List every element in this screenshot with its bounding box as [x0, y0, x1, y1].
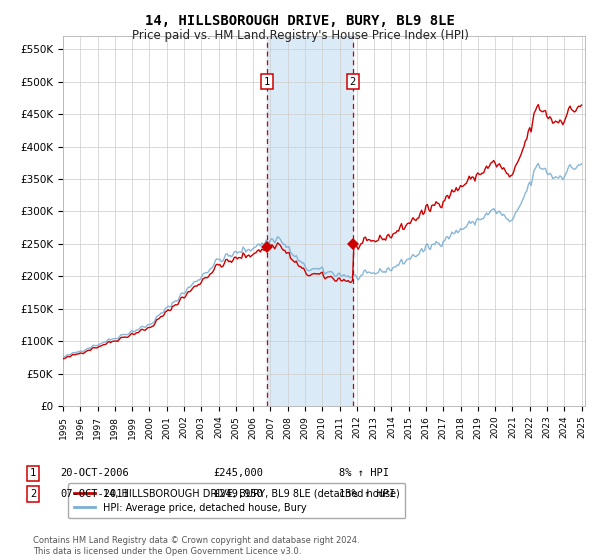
Text: 07-OCT-2011: 07-OCT-2011	[60, 489, 129, 499]
Text: 20-OCT-2006: 20-OCT-2006	[60, 468, 129, 478]
Text: 13% ↑ HPI: 13% ↑ HPI	[339, 489, 395, 499]
Text: 8% ↑ HPI: 8% ↑ HPI	[339, 468, 389, 478]
Text: 1: 1	[30, 468, 36, 478]
Text: £249,950: £249,950	[213, 489, 263, 499]
Text: 1: 1	[263, 77, 270, 87]
Text: £245,000: £245,000	[213, 468, 263, 478]
Text: Price paid vs. HM Land Registry's House Price Index (HPI): Price paid vs. HM Land Registry's House …	[131, 29, 469, 42]
Text: 2: 2	[350, 77, 356, 87]
Text: Contains HM Land Registry data © Crown copyright and database right 2024.
This d: Contains HM Land Registry data © Crown c…	[33, 536, 359, 556]
Legend: 14, HILLSBOROUGH DRIVE, BURY, BL9 8LE (detached house), HPI: Average price, deta: 14, HILLSBOROUGH DRIVE, BURY, BL9 8LE (d…	[68, 483, 406, 519]
Text: 14, HILLSBOROUGH DRIVE, BURY, BL9 8LE: 14, HILLSBOROUGH DRIVE, BURY, BL9 8LE	[145, 14, 455, 28]
Bar	[267, 36, 353, 406]
Text: 2: 2	[30, 489, 36, 499]
